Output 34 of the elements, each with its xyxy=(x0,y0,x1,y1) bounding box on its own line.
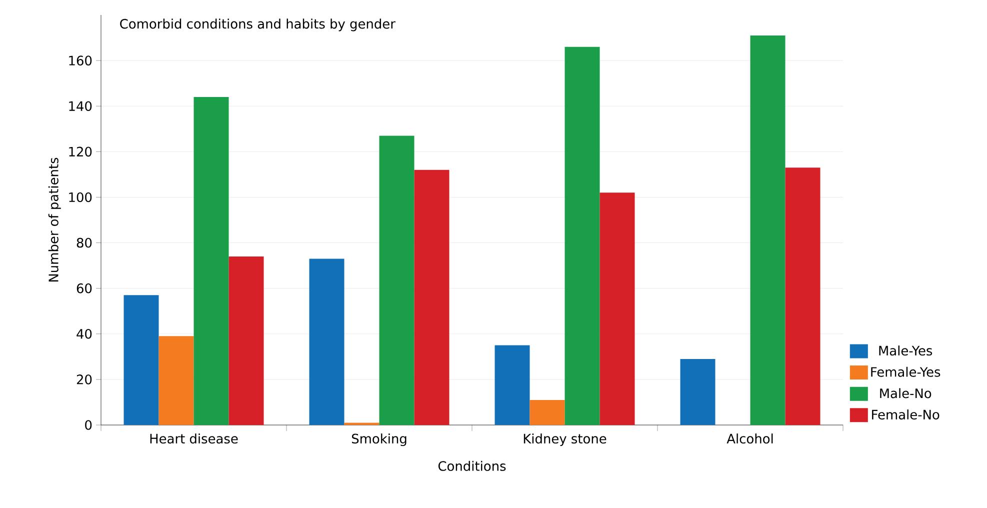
bar xyxy=(194,96,229,425)
x-tick-label: Alcohol xyxy=(726,434,773,444)
bar xyxy=(228,256,264,425)
y-tick-label: 100 xyxy=(69,192,92,202)
bar xyxy=(750,35,786,425)
y-tick-label: 120 xyxy=(69,146,92,157)
y-tick-label: 0 xyxy=(85,420,92,430)
bar xyxy=(124,295,159,425)
y-tick-label: 160 xyxy=(69,56,92,66)
chart-title: Comorbid conditions and habits by gender xyxy=(120,18,396,32)
bar xyxy=(600,192,635,425)
y-tick-label: 80 xyxy=(76,238,92,248)
bar xyxy=(785,168,820,425)
x-axis-title: Conditions xyxy=(438,460,506,471)
y-tick-label: 140 xyxy=(69,101,92,112)
x-tick-label: Smoking xyxy=(352,434,406,446)
legend-label: Female-Yes xyxy=(871,366,940,377)
legend-label: Male-Yes xyxy=(879,346,932,356)
bar xyxy=(564,46,600,425)
y-tick-label: 20 xyxy=(76,374,92,384)
bar xyxy=(680,358,716,425)
y-axis-title: Number of patients xyxy=(48,158,61,282)
bar xyxy=(309,258,344,425)
bar xyxy=(530,400,565,425)
bar xyxy=(379,136,414,425)
x-tick-label: Heart disease xyxy=(150,434,238,444)
legend-label: Female-No xyxy=(872,409,940,420)
y-tick-label: 40 xyxy=(76,328,92,339)
x-tick-label: Kidney stone xyxy=(524,434,606,446)
y-tick-label: 60 xyxy=(76,283,92,294)
bar xyxy=(494,345,530,425)
bar xyxy=(414,170,450,425)
legend-label: Male-No xyxy=(880,388,932,398)
bar xyxy=(158,336,194,425)
